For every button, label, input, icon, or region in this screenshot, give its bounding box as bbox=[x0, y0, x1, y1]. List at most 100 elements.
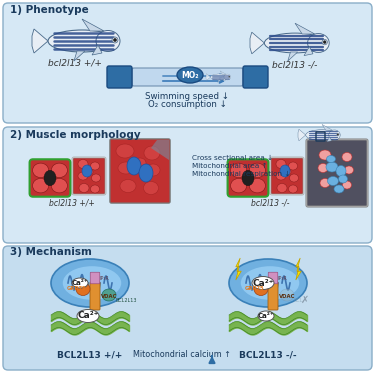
Text: Ca²⁺: Ca²⁺ bbox=[72, 280, 88, 286]
Ellipse shape bbox=[252, 276, 274, 290]
Polygon shape bbox=[218, 80, 221, 82]
Polygon shape bbox=[220, 71, 226, 74]
Ellipse shape bbox=[116, 144, 134, 158]
Ellipse shape bbox=[78, 172, 88, 180]
Ellipse shape bbox=[342, 181, 351, 189]
Text: VDAC: VDAC bbox=[279, 294, 296, 298]
Text: Ca²⁺: Ca²⁺ bbox=[77, 312, 99, 321]
Text: GRP75: GRP75 bbox=[245, 286, 265, 291]
Ellipse shape bbox=[114, 39, 117, 42]
Ellipse shape bbox=[334, 185, 344, 193]
Text: 2) Muscle morphology: 2) Muscle morphology bbox=[10, 130, 141, 140]
Ellipse shape bbox=[327, 177, 339, 186]
Ellipse shape bbox=[144, 182, 159, 195]
Ellipse shape bbox=[228, 76, 230, 78]
Text: BCL2L13 -/-: BCL2L13 -/- bbox=[239, 350, 297, 359]
Ellipse shape bbox=[323, 41, 326, 44]
Ellipse shape bbox=[327, 156, 336, 162]
Polygon shape bbox=[295, 23, 315, 34]
Text: GRP75: GRP75 bbox=[67, 286, 87, 291]
Ellipse shape bbox=[326, 162, 338, 172]
Ellipse shape bbox=[224, 74, 231, 80]
FancyBboxPatch shape bbox=[90, 282, 100, 310]
Ellipse shape bbox=[102, 289, 116, 301]
FancyBboxPatch shape bbox=[72, 157, 106, 195]
Ellipse shape bbox=[48, 30, 116, 52]
Ellipse shape bbox=[329, 130, 340, 140]
Text: 1) Phenotype: 1) Phenotype bbox=[10, 5, 89, 15]
Ellipse shape bbox=[139, 164, 153, 182]
Ellipse shape bbox=[92, 174, 100, 182]
FancyBboxPatch shape bbox=[228, 159, 268, 197]
Text: bcl2l13 -/-: bcl2l13 -/- bbox=[272, 61, 318, 70]
Polygon shape bbox=[322, 124, 333, 130]
Ellipse shape bbox=[254, 282, 268, 296]
Text: Mitochondrial respiration ↓: Mitochondrial respiration ↓ bbox=[192, 171, 290, 177]
Ellipse shape bbox=[82, 165, 92, 177]
Ellipse shape bbox=[79, 183, 89, 192]
Ellipse shape bbox=[96, 30, 120, 51]
Ellipse shape bbox=[112, 37, 118, 43]
Ellipse shape bbox=[127, 157, 141, 175]
Ellipse shape bbox=[276, 172, 286, 180]
Ellipse shape bbox=[336, 165, 346, 177]
Ellipse shape bbox=[231, 163, 247, 178]
Ellipse shape bbox=[144, 146, 160, 160]
Text: ✗: ✗ bbox=[301, 295, 309, 305]
Polygon shape bbox=[92, 45, 102, 55]
Ellipse shape bbox=[63, 266, 121, 300]
Text: O₂ consumption ↓: O₂ consumption ↓ bbox=[147, 100, 226, 109]
Ellipse shape bbox=[44, 170, 56, 186]
Ellipse shape bbox=[322, 39, 327, 45]
Ellipse shape bbox=[90, 162, 99, 170]
Ellipse shape bbox=[78, 159, 88, 168]
Ellipse shape bbox=[72, 278, 88, 288]
FancyBboxPatch shape bbox=[107, 66, 132, 88]
Ellipse shape bbox=[318, 164, 328, 172]
Ellipse shape bbox=[258, 311, 274, 321]
Ellipse shape bbox=[336, 133, 339, 136]
Polygon shape bbox=[151, 140, 169, 160]
Polygon shape bbox=[318, 140, 324, 145]
Text: Mitochondrial calcium ↑: Mitochondrial calcium ↑ bbox=[133, 350, 231, 359]
Ellipse shape bbox=[276, 159, 286, 168]
FancyBboxPatch shape bbox=[30, 159, 70, 197]
Text: Ca²⁺: Ca²⁺ bbox=[252, 279, 274, 288]
Ellipse shape bbox=[280, 289, 294, 301]
FancyBboxPatch shape bbox=[132, 68, 243, 86]
Text: BCL: BCL bbox=[293, 298, 302, 303]
Text: bcl2l13 +/+: bcl2l13 +/+ bbox=[48, 59, 102, 68]
Ellipse shape bbox=[320, 178, 330, 188]
Ellipse shape bbox=[337, 134, 339, 135]
FancyBboxPatch shape bbox=[3, 127, 372, 243]
Text: VDAC: VDAC bbox=[101, 294, 117, 298]
Polygon shape bbox=[304, 46, 313, 56]
Ellipse shape bbox=[306, 130, 338, 140]
Ellipse shape bbox=[177, 67, 203, 83]
Ellipse shape bbox=[288, 185, 297, 193]
FancyBboxPatch shape bbox=[270, 157, 304, 195]
Ellipse shape bbox=[339, 175, 348, 183]
Ellipse shape bbox=[229, 76, 230, 77]
FancyBboxPatch shape bbox=[110, 139, 170, 203]
Ellipse shape bbox=[288, 162, 297, 170]
Text: Cross sectional area ↓: Cross sectional area ↓ bbox=[192, 155, 273, 161]
FancyBboxPatch shape bbox=[73, 158, 105, 194]
Text: bcl2l13 +/+: bcl2l13 +/+ bbox=[49, 199, 95, 208]
Ellipse shape bbox=[85, 168, 93, 176]
Polygon shape bbox=[223, 78, 226, 81]
FancyBboxPatch shape bbox=[268, 272, 278, 284]
Ellipse shape bbox=[283, 168, 291, 176]
FancyBboxPatch shape bbox=[271, 158, 303, 194]
FancyBboxPatch shape bbox=[3, 3, 372, 123]
Ellipse shape bbox=[241, 266, 299, 300]
Text: Mitochondrial area ↑: Mitochondrial area ↑ bbox=[192, 163, 268, 169]
Ellipse shape bbox=[146, 164, 160, 176]
Ellipse shape bbox=[76, 282, 90, 296]
Ellipse shape bbox=[51, 178, 68, 193]
Text: 3) Mechanism: 3) Mechanism bbox=[10, 247, 92, 257]
Ellipse shape bbox=[229, 259, 307, 307]
Text: bcl2l13 -/-: bcl2l13 -/- bbox=[251, 199, 289, 208]
Polygon shape bbox=[82, 19, 104, 31]
Ellipse shape bbox=[51, 259, 129, 307]
